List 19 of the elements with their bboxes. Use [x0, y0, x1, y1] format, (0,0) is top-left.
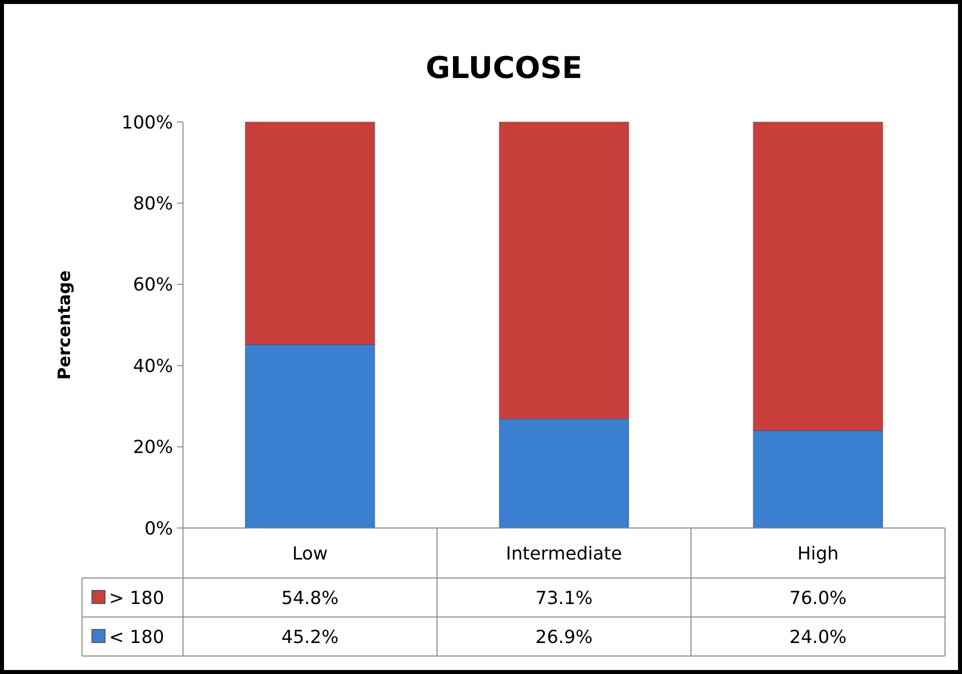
data-label: 54.8%	[281, 588, 339, 609]
data-label: 24.0%	[789, 626, 847, 648]
data-label: 76.0%	[789, 588, 847, 609]
chart-title: GLUCOSE	[426, 51, 582, 86]
x-tick-label: Low	[292, 543, 328, 564]
data-label: 73.1%	[535, 588, 593, 609]
y-tick-label: 60%	[132, 274, 173, 296]
x-tick-label: Intermediate	[506, 543, 622, 564]
x-tick-label: High	[797, 543, 839, 564]
y-axis-title: Percentage	[55, 270, 75, 380]
data-label: 26.9%	[535, 626, 593, 648]
legend-label: < 180	[109, 626, 164, 648]
y-tick-label: 0%	[144, 518, 173, 540]
y-tick-label: 40%	[132, 356, 173, 377]
y-tick-label: 20%	[132, 437, 173, 458]
legend-label: > 180	[109, 588, 164, 609]
data-label: 45.2%	[281, 626, 339, 648]
y-tick-label: 80%	[132, 194, 173, 214]
y-tick-label: 100%	[122, 112, 173, 134]
